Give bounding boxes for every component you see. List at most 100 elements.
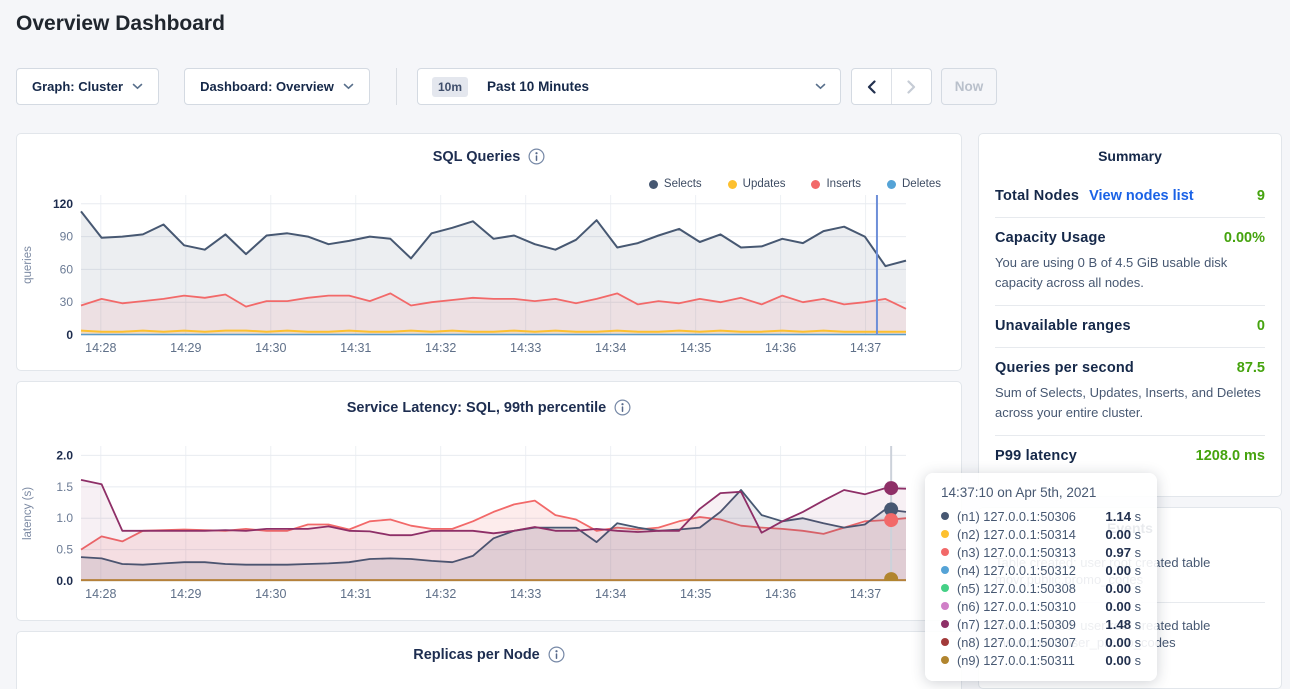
tooltip-timestamp: 14:37:10 on Apr 5th, 2021 (941, 485, 1097, 500)
node-color-icon (941, 656, 949, 664)
node-latency-value: 1.14 s (1105, 508, 1141, 524)
summary-panel: Summary Total Nodes View nodes list 9 Ca… (978, 133, 1282, 497)
legend-item[interactable]: Inserts (811, 178, 861, 190)
svg-text:14:32: 14:32 (425, 341, 456, 355)
svg-text:14:30: 14:30 (255, 341, 286, 355)
stat-label: P99 latency (995, 448, 1077, 464)
svg-text:120: 120 (53, 197, 73, 211)
time-back-button[interactable] (852, 69, 891, 104)
node-address: (n7) 127.0.0.1:50309 (957, 616, 1076, 632)
svg-text:30: 30 (60, 295, 74, 309)
node-color-icon (941, 512, 949, 520)
svg-text:14:35: 14:35 (680, 587, 711, 601)
service-latency-chart[interactable]: 14:28 14:29 14:30 14:31 14:32 14:33 14:34 14:35… (17, 439, 963, 611)
toolbar: Graph: Cluster Dashboard: Overview 10m P… (0, 68, 1290, 106)
node-address: (n4) 127.0.0.1:50312 (957, 562, 1076, 578)
stat-label: Queries per second (995, 360, 1134, 376)
svg-text:14:37: 14:37 (850, 341, 881, 355)
svg-text:14:33: 14:33 (510, 587, 541, 601)
stat-value: 87.5 (1236, 360, 1265, 376)
node-address: (n6) 127.0.0.1:50310 (957, 598, 1076, 614)
node-address: (n3) 127.0.0.1:50313 (957, 544, 1076, 560)
stat-value: 0 (1256, 318, 1265, 334)
svg-text:14:32: 14:32 (425, 587, 456, 601)
svg-text:14:33: 14:33 (510, 341, 541, 355)
svg-text:14:31: 14:31 (340, 341, 371, 355)
svg-text:14:34: 14:34 (595, 587, 626, 601)
chevron-down-icon (132, 83, 143, 90)
sql-queries-chart[interactable]: 14:28 14:29 14:30 14:31 14:32 14:33 14:34 14:35… (17, 189, 963, 361)
node-address: (n1) 127.0.0.1:50306 (957, 508, 1076, 524)
node-color-icon (941, 530, 949, 538)
time-range-badge: 10m (432, 76, 469, 97)
service-latency-card: Service Latency: SQL, 99th percentile 14… (16, 381, 962, 621)
time-forward-button[interactable] (891, 69, 931, 104)
stat-label: Unavailable ranges (995, 318, 1131, 334)
stat-value: 0.00% (1223, 230, 1265, 246)
dashboard-dropdown[interactable]: Dashboard: Overview (184, 68, 370, 105)
info-icon[interactable] (548, 646, 565, 663)
chart-title: Service Latency: SQL, 99th percentile (346, 399, 607, 416)
svg-text:14:28: 14:28 (85, 587, 116, 601)
chevron-left-icon (867, 79, 876, 94)
time-range-picker[interactable]: 10m Past 10 Minutes (417, 68, 841, 105)
chart-title: Replicas per Node (413, 646, 540, 663)
page-title: Overview Dashboard (16, 12, 225, 35)
svg-text:2.0: 2.0 (56, 448, 73, 462)
info-icon[interactable] (528, 148, 545, 165)
svg-text:14:28: 14:28 (85, 341, 116, 355)
node-color-icon (941, 602, 949, 610)
svg-text:latency (s): latency (s) (22, 487, 34, 540)
svg-text:14:29: 14:29 (170, 587, 201, 601)
svg-text:14:30: 14:30 (255, 587, 286, 601)
node-color-icon (941, 620, 949, 628)
stat-label: Total Nodes (995, 188, 1080, 204)
node-latency-value: 0.00 s (1105, 562, 1141, 578)
stat-value: 9 (1256, 188, 1265, 204)
node-latency-value: 0.00 s (1105, 526, 1141, 542)
tooltip-node-row: (n6) 127.0.0.1:50310 0.00 s (941, 597, 1141, 615)
view-nodes-link[interactable]: View nodes list (1089, 188, 1194, 204)
info-icon[interactable] (614, 399, 631, 416)
tooltip-node-row: (n3) 127.0.0.1:50313 0.97 s (941, 543, 1141, 561)
node-color-icon (941, 638, 949, 646)
node-color-icon (941, 548, 949, 556)
toolbar-divider (396, 68, 397, 105)
chevron-down-icon (815, 83, 826, 90)
svg-text:14:37: 14:37 (850, 587, 881, 601)
legend-item[interactable]: Selects (648, 178, 702, 190)
legend-item[interactable]: Deletes (887, 178, 941, 190)
chart-legend: Selects Updates Inserts Deletes (648, 178, 941, 190)
tooltip-node-row: (n9) 127.0.0.1:50311 0.00 s (941, 651, 1141, 669)
time-range-label: Past 10 Minutes (487, 79, 590, 94)
svg-text:1.0: 1.0 (56, 511, 73, 525)
legend-label: Deletes (902, 178, 941, 190)
chart-header: SQL Queries (17, 148, 961, 165)
node-address: (n8) 127.0.0.1:50307 (957, 634, 1076, 650)
stat-label: Capacity Usage (995, 230, 1106, 246)
svg-text:90: 90 (60, 230, 74, 244)
legend-dot-icon (727, 179, 737, 189)
now-button[interactable]: Now (941, 68, 997, 105)
node-color-icon (941, 566, 949, 574)
graph-scope-dropdown[interactable]: Graph: Cluster (16, 68, 159, 105)
svg-text:1.5: 1.5 (56, 480, 73, 494)
tooltip-rows: (n1) 127.0.0.1:50306 1.14 s (n2) 127.0.0… (941, 507, 1141, 669)
svg-text:14:36: 14:36 (765, 587, 796, 601)
summary-stat: P99 latency 1208.0 ms (995, 435, 1265, 477)
svg-text:0.5: 0.5 (56, 543, 73, 557)
tooltip-node-row: (n1) 127.0.0.1:50306 1.14 s (941, 507, 1141, 525)
legend-item[interactable]: Updates (727, 178, 785, 190)
chart-hover-tooltip: 14:37:10 on Apr 5th, 2021 (n1) 127.0.0.1… (925, 473, 1157, 681)
node-latency-value: 0.00 s (1105, 580, 1141, 596)
node-address: (n2) 127.0.0.1:50314 (957, 526, 1076, 542)
tooltip-node-row: (n4) 127.0.0.1:50312 0.00 s (941, 561, 1141, 579)
legend-dot-icon (887, 179, 896, 189)
svg-text:14:36: 14:36 (765, 341, 796, 355)
tooltip-node-row: (n2) 127.0.0.1:50314 0.00 s (941, 525, 1141, 543)
stat-description: Sum of Selects, Updates, Inserts, and De… (995, 385, 1261, 420)
summary-title: Summary (1098, 148, 1162, 164)
node-latency-value: 0.00 s (1105, 634, 1141, 650)
stat-description: You are using 0 B of 4.5 GiB usable disk… (995, 255, 1228, 290)
